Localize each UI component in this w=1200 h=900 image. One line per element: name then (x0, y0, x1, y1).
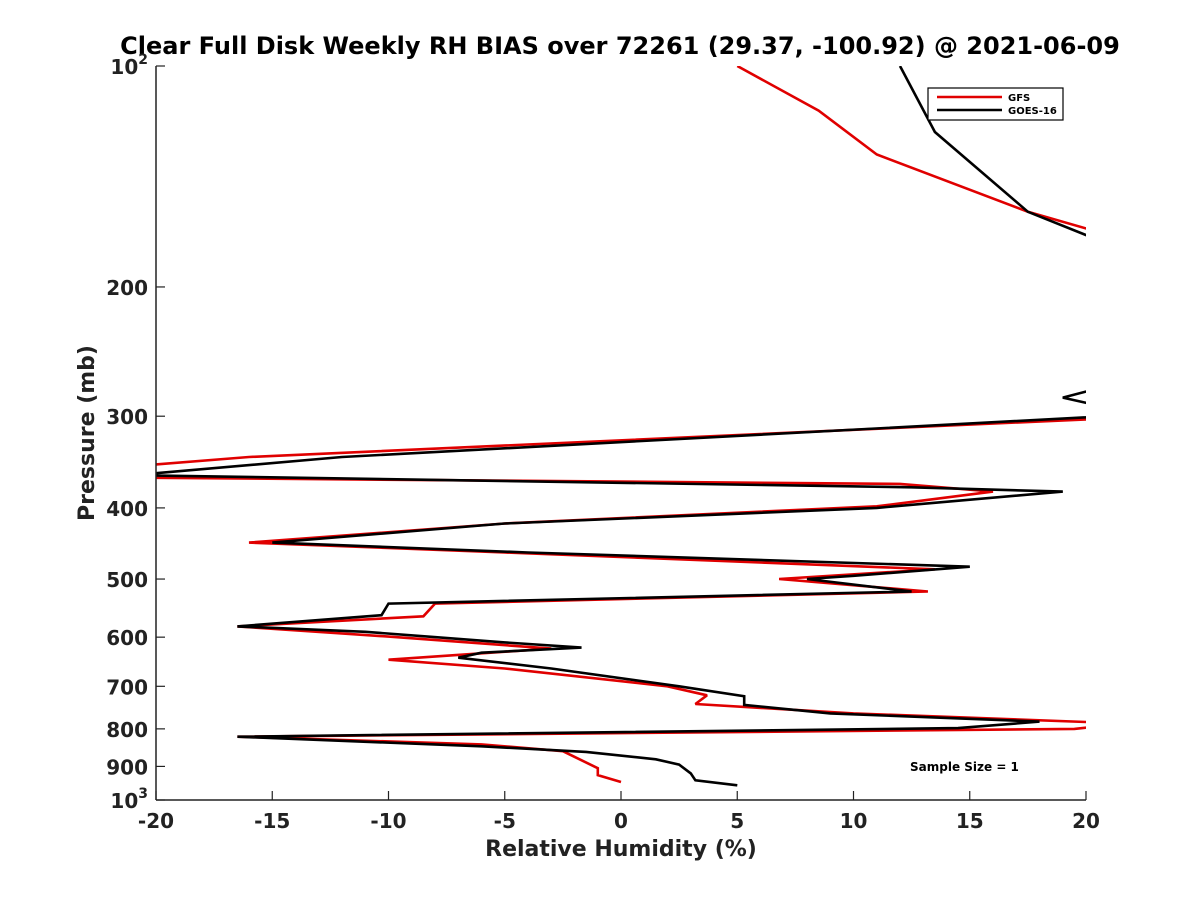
y-tick-label: 800 (106, 718, 148, 742)
x-tick-label: 5 (730, 809, 744, 833)
y-tick-label-base: 600 (106, 626, 148, 650)
x-tick-label: -15 (254, 809, 290, 833)
x-axis-label: Relative Humidity (%) (485, 837, 757, 862)
y-tick-label: 500 (106, 568, 148, 592)
y-tick-label-base: 10 (110, 55, 138, 79)
y-tick-label: 200 (106, 276, 148, 300)
y-tick-label-base: 400 (106, 497, 148, 521)
axes: -20 -15 -10 -5 0 5 10 15 20102200300400500600700… (106, 52, 1100, 833)
series-line-gfs (156, 66, 1086, 784)
y-tick-label: 900 (106, 755, 148, 779)
legend: GFS GOES-16 (927, 87, 1064, 121)
series-line-goes16 (156, 66, 1086, 787)
y-tick-label: 103 (110, 786, 148, 813)
y-tick-label-base: 700 (106, 675, 148, 699)
sample-size-annotation: Sample Size = 1 (910, 760, 1019, 774)
x-tick-label: -10 (370, 809, 406, 833)
y-tick-label-base: 10 (110, 789, 138, 813)
x-tick-label: -5 (494, 809, 516, 833)
y-tick-label: 300 (106, 405, 148, 429)
x-tick-label: 15 (956, 809, 984, 833)
y-tick-label: 400 (106, 497, 148, 521)
x-tick-label: 20 (1072, 809, 1100, 833)
y-tick-label-base: 900 (106, 755, 148, 779)
plot-area (156, 66, 1086, 800)
y-tick-label-base: 800 (106, 718, 148, 742)
y-tick-label-base: 500 (106, 568, 148, 592)
y-tick-label: 102 (110, 52, 148, 79)
chart-title: Clear Full Disk Weekly RH BIAS over 7226… (120, 32, 1120, 60)
y-axis-label: Pressure (mb) (75, 345, 100, 521)
legend-label-goes16: GOES-16 (1008, 106, 1057, 117)
y-tick-label: 700 (106, 675, 148, 699)
y-tick-label-exponent: 2 (138, 52, 148, 68)
legend-box (927, 87, 1064, 121)
x-tick-label: 10 (840, 809, 868, 833)
series-layer (156, 66, 1086, 787)
y-tick-label-exponent: 3 (138, 786, 148, 802)
legend-label-gfs: GFS (1008, 93, 1030, 104)
x-tick-label: -20 (138, 809, 174, 833)
y-tick-label-base: 200 (106, 276, 148, 300)
x-tick-label: 0 (614, 809, 628, 833)
y-tick-label-base: 300 (106, 405, 148, 429)
y-tick-label: 600 (106, 626, 148, 650)
